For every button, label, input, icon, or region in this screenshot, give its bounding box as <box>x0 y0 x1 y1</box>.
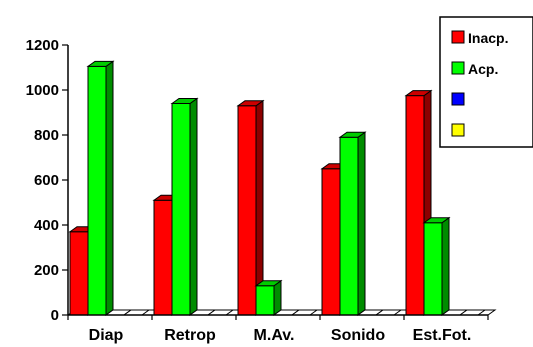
bar-acp-mav <box>254 279 283 316</box>
legend: Inacp. Acp. <box>439 16 533 148</box>
legend-item: Inacp. <box>451 30 508 46</box>
y-tick-label: 600 <box>34 172 59 189</box>
legend-swatch <box>451 123 465 137</box>
y-tick-label: 1200 <box>26 37 59 54</box>
legend-label: Inacp. <box>468 30 508 46</box>
bar-acp-sonido <box>338 131 367 316</box>
axes: Diap Retrop M.Av. Sonido Est.Fot. 0 200 400 600 8… <box>26 37 489 344</box>
category-label: Retrop <box>164 327 216 344</box>
y-tick-label: 200 <box>34 262 59 279</box>
bar-acp-estfot <box>422 216 451 316</box>
legend-swatch <box>451 30 465 44</box>
legend-label: Acp. <box>468 61 498 77</box>
legend-item: Acp. <box>451 61 498 77</box>
bar-acp-diap <box>86 60 115 316</box>
y-tick-label: 400 <box>34 217 59 234</box>
plot-area <box>68 60 487 316</box>
y-tick-label: 0 <box>51 307 59 324</box>
category-label: M.Av. <box>254 327 295 344</box>
bar-inacp-mav <box>236 99 265 316</box>
legend-swatch <box>451 92 465 106</box>
legend-item <box>451 123 465 137</box>
category-label: Est.Fot. <box>413 327 472 344</box>
y-tick-label: 1000 <box>26 82 59 99</box>
legend-swatch <box>451 61 465 75</box>
y-tick-label: 800 <box>34 127 59 144</box>
category-label: Sonido <box>331 327 385 344</box>
legend-item <box>451 92 465 106</box>
bar-acp-retrop <box>170 97 199 316</box>
category-label: Diap <box>89 327 124 344</box>
